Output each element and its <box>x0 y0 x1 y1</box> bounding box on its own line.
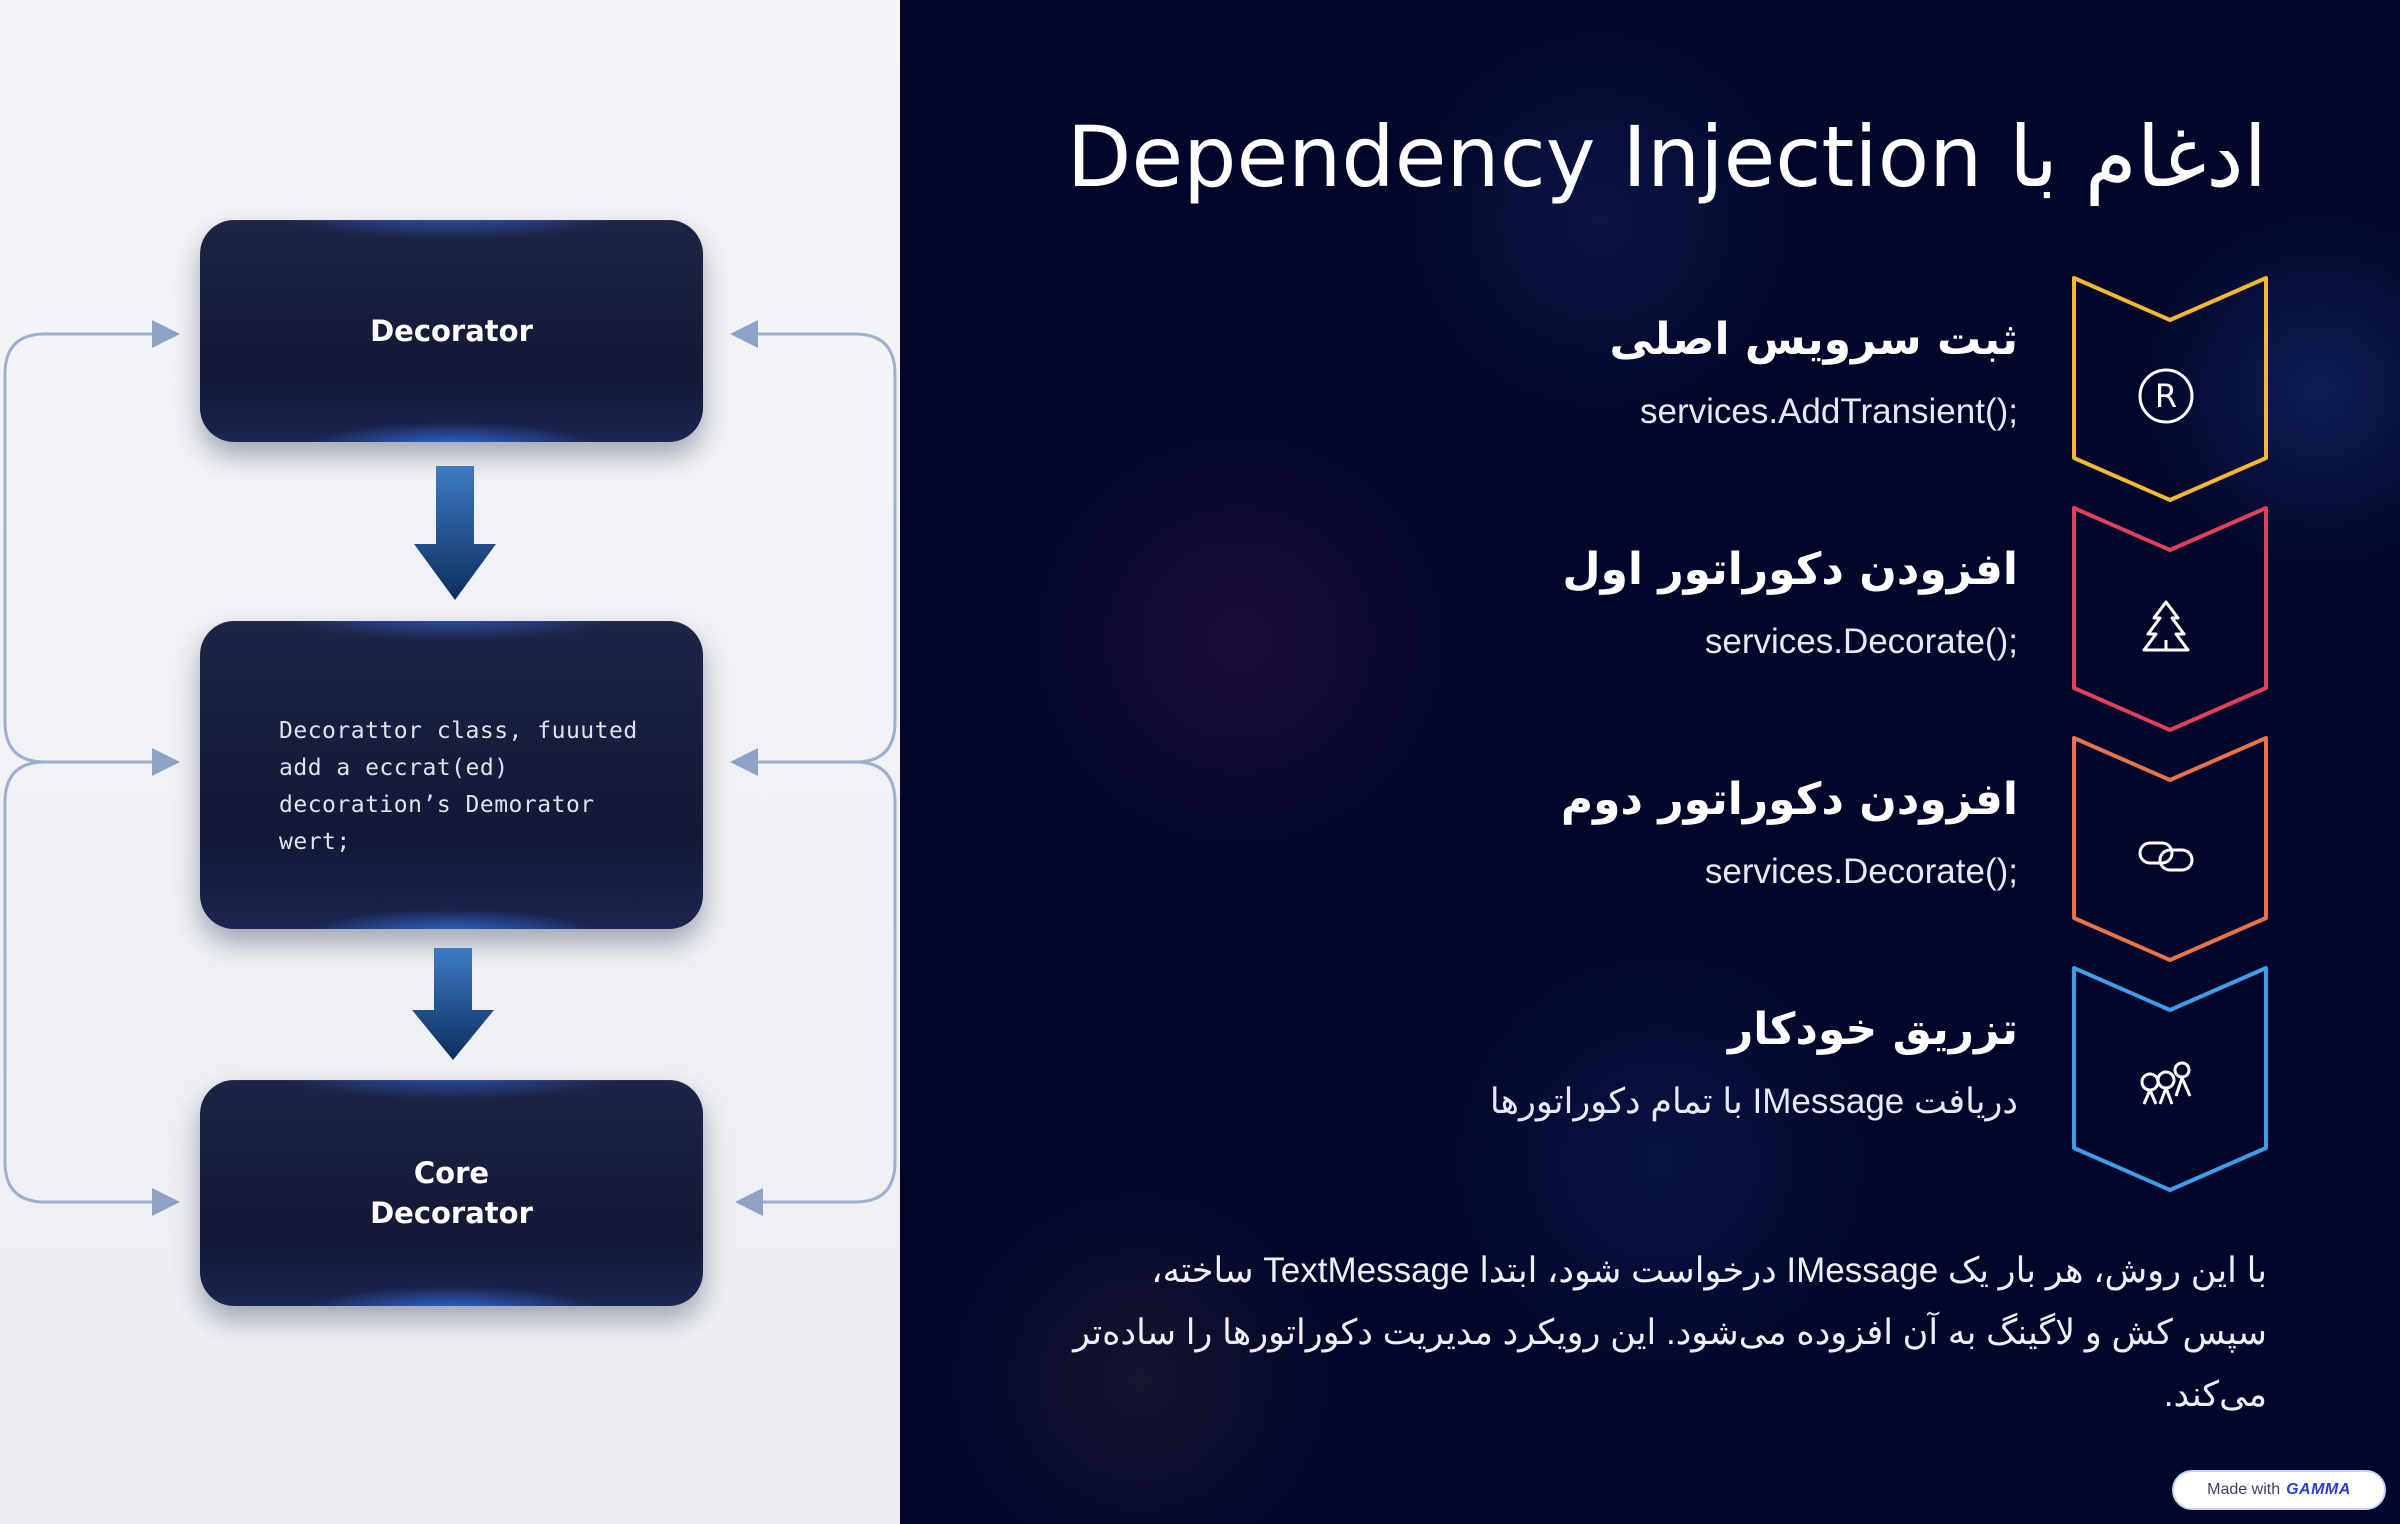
step-text: تزریق خودکار دریافت IMessage با تمام دکو… <box>1118 1002 2018 1124</box>
step-register-service: ثبت سرویس اصلی services.AddTransient(); … <box>900 276 2400 542</box>
down-arrow-icon <box>412 948 494 1060</box>
connector-lines <box>3 320 897 1216</box>
tree-icon <box>2134 594 2198 658</box>
chevron-frame <box>2072 736 2268 962</box>
step-heading: ثبت سرویس اصلی <box>1609 314 2018 365</box>
step-heading: افزودن دکوراتور دوم <box>1560 774 2018 825</box>
core-decorator-label: Core Decorator <box>370 1153 533 1233</box>
code-line: Decorattor class, fuuuted <box>279 718 638 744</box>
code-line: add a eccrat(ed) <box>279 755 509 781</box>
code-line: decoration’s Demorator <box>279 792 595 818</box>
diagram-illustration: Decorator Decorattor class, fuuuted add … <box>0 0 900 1524</box>
gamma-logo: GAMMA <box>2286 1481 2351 1498</box>
badge-prefix: Made with <box>2207 1481 2281 1498</box>
step-text: افزودن دکوراتور دوم services.Decorate(); <box>1118 772 2018 894</box>
decorator-box-label: Decorator <box>370 314 533 348</box>
down-arrow-icon <box>414 466 496 600</box>
decorator-code-snippet: Decorattor class, fuuuted add a eccrat(e… <box>279 713 689 861</box>
summary-paragraph: با این روش، هر بار یک IMessage درخواست ش… <box>1073 1251 2267 1414</box>
content-panel: ادغام با Dependency Injection ثبت سرویس … <box>900 0 2400 1524</box>
registered-icon: R <box>2134 364 2198 428</box>
step-text: ثبت سرویس اصلی services.AddTransient(); <box>1118 312 2018 434</box>
step-description: services.Decorate(); <box>1704 852 2018 891</box>
network-icon <box>2134 1054 2198 1118</box>
step-heading: تزریق خودکار <box>1727 1004 2018 1055</box>
chevron-frame <box>2072 506 2268 732</box>
step-description: services.AddTransient(); <box>1640 392 2018 431</box>
made-with-gamma-badge[interactable]: Made with GAMMA <box>2172 1470 2386 1510</box>
core-label-line: Decorator <box>370 1196 533 1230</box>
chevron-frame <box>2072 966 2268 1192</box>
decorator-class-box: Decorattor class, fuuuted add a eccrat(e… <box>200 621 703 929</box>
core-label-line: Core <box>413 1156 490 1190</box>
step-text: افزودن دکوراتور اول services.Decorate(); <box>1118 542 2018 664</box>
page-title: ادغام با Dependency Injection <box>1066 108 2267 206</box>
core-decorator-box: Core Decorator <box>200 1080 703 1306</box>
step-description: services.Decorate(); <box>1704 622 2018 661</box>
decorator-box: Decorator <box>200 220 703 442</box>
step-auto-injection: تزریق خودکار دریافت IMessage با تمام دکو… <box>900 966 2400 1232</box>
link-icon <box>2134 824 2198 888</box>
step-description: دریافت IMessage با تمام دکوراتورها <box>1489 1082 2018 1121</box>
step-add-first-decorator: افزودن دکوراتور اول services.Decorate(); <box>900 506 2400 772</box>
step-add-second-decorator: افزودن دکوراتور دوم services.Decorate(); <box>900 736 2400 1002</box>
step-heading: افزودن دکوراتور اول <box>1562 544 2018 595</box>
svg-text:R: R <box>2155 377 2177 415</box>
chevron-frame <box>2072 276 2268 502</box>
code-line: wert; <box>279 829 351 855</box>
